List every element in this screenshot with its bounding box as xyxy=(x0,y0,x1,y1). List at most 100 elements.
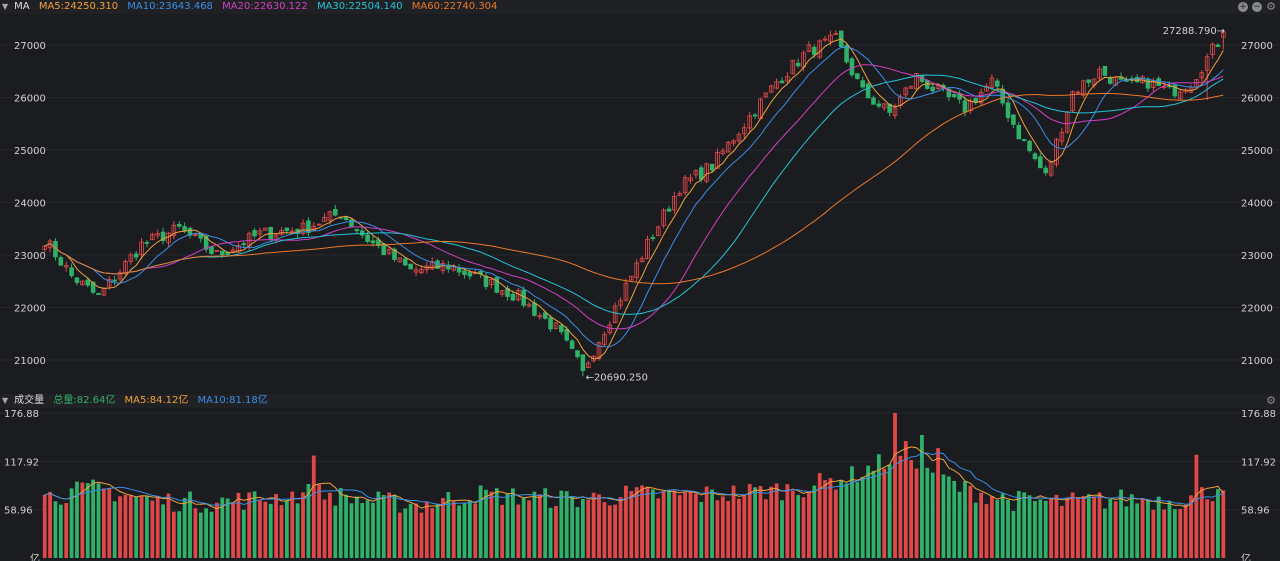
volume-bar xyxy=(42,494,47,558)
volume-chart[interactable]: 176.88 176.88 117.92 117.92 58.96 58.96 亿 亿 xyxy=(0,408,1280,561)
volume-bar xyxy=(290,491,295,558)
volume-bar xyxy=(887,464,892,558)
candle-body xyxy=(553,322,559,329)
candle-body xyxy=(381,243,387,256)
volume-bar xyxy=(833,489,838,558)
volume-bar xyxy=(758,486,763,558)
volume-bar xyxy=(828,478,833,558)
candle-body xyxy=(311,225,317,231)
volume-bar xyxy=(876,454,881,558)
candle-body xyxy=(171,224,177,236)
candle-body xyxy=(193,234,198,237)
candle-body xyxy=(263,227,268,231)
volume-bar xyxy=(295,503,300,558)
volume-bar xyxy=(107,488,112,558)
volume-bar xyxy=(53,501,58,558)
candle-body xyxy=(160,231,166,242)
volume-total-legend: 总量:82.64亿 xyxy=(53,395,116,406)
candle-body xyxy=(499,290,505,295)
candle-body xyxy=(871,97,876,105)
volume-bar xyxy=(1151,509,1156,558)
gear-icon[interactable]: ⚙ xyxy=(1266,0,1276,13)
plus-icon[interactable]: + xyxy=(1238,2,1248,12)
y-tick-label-right: 58.96 xyxy=(1241,506,1270,517)
volume-bar xyxy=(898,455,903,558)
volume-bar xyxy=(139,496,144,558)
volume-bar xyxy=(236,492,241,558)
volume-bar xyxy=(963,481,967,558)
volume-bar xyxy=(511,488,515,558)
volume-bar xyxy=(656,498,661,558)
volume-bar xyxy=(123,495,128,558)
candle-body xyxy=(155,233,160,236)
volume-bar xyxy=(231,502,235,558)
volume-bar xyxy=(920,435,924,558)
candle-body xyxy=(133,253,139,258)
volume-bar xyxy=(274,494,278,558)
candle-body xyxy=(349,219,354,227)
y-tick-label-left: 亿 xyxy=(30,552,40,561)
volume-bar xyxy=(742,495,747,558)
candle-body xyxy=(139,241,144,256)
volume-bar xyxy=(527,500,531,558)
candle-body xyxy=(1172,84,1178,97)
volume-bar xyxy=(478,485,483,558)
volume-bar xyxy=(365,500,370,558)
collapse-triangle-icon[interactable]: ▼ xyxy=(2,396,9,405)
candle-body xyxy=(273,234,279,241)
volume-bar xyxy=(462,503,467,558)
volume-bar xyxy=(1059,505,1064,558)
volume-bar xyxy=(96,483,101,558)
volume-ma10-legend: MA10:81.18亿 xyxy=(197,395,268,406)
candle-body xyxy=(1011,114,1016,125)
volume-bar xyxy=(812,485,817,558)
volume-bar xyxy=(1000,493,1005,558)
candle-body xyxy=(236,245,241,253)
candle-body xyxy=(85,279,91,286)
candle-body xyxy=(505,288,510,297)
candle-body xyxy=(725,141,731,153)
candle-body xyxy=(537,315,543,318)
minus-icon[interactable]: − xyxy=(1252,2,1262,12)
volume-bar xyxy=(559,490,564,558)
candle-body xyxy=(559,324,564,333)
candle-body xyxy=(182,226,187,231)
candle-body xyxy=(569,340,575,349)
candle-body xyxy=(300,222,306,235)
volume-bar xyxy=(311,455,316,558)
volume-bar xyxy=(171,511,176,558)
volume-bar xyxy=(322,499,327,558)
volume-bar xyxy=(333,505,338,558)
volume-bar xyxy=(634,487,639,558)
volume-bar xyxy=(1092,496,1097,558)
candle-body xyxy=(645,238,650,259)
volume-bar xyxy=(1119,489,1123,558)
volume-bar xyxy=(710,489,714,558)
candle-body xyxy=(930,86,935,92)
volume-bar xyxy=(704,486,709,558)
volume-bar xyxy=(177,511,182,558)
volume-bar xyxy=(134,496,139,558)
candle-body xyxy=(1177,91,1183,100)
volume-bar xyxy=(306,483,311,558)
volume-bar xyxy=(1210,501,1215,558)
candle-body xyxy=(790,59,796,75)
candle-body xyxy=(1054,138,1059,165)
collapse-triangle-icon[interactable]: ▼ xyxy=(2,2,9,11)
candle-body xyxy=(688,177,693,182)
volume-bar xyxy=(193,508,198,558)
volume-bar xyxy=(1016,490,1021,558)
volume-bar xyxy=(968,485,973,558)
candle-body xyxy=(596,342,602,360)
candle-body xyxy=(817,40,822,58)
volume-ma5-legend: MA5:84.12亿 xyxy=(124,395,189,406)
volume-bar xyxy=(570,496,574,558)
price-chart[interactable]: 27000 27000 26000 26000 25000 25000 24000 24000… xyxy=(0,14,1280,394)
gear-icon[interactable]: ⚙ xyxy=(1266,394,1276,407)
volume-bar xyxy=(150,500,155,558)
candle-body xyxy=(865,83,871,99)
volume-bar xyxy=(1076,497,1080,558)
y-tick-label-right: 22000 xyxy=(1241,304,1273,315)
volume-bar xyxy=(807,491,811,558)
candle-body xyxy=(214,250,220,252)
